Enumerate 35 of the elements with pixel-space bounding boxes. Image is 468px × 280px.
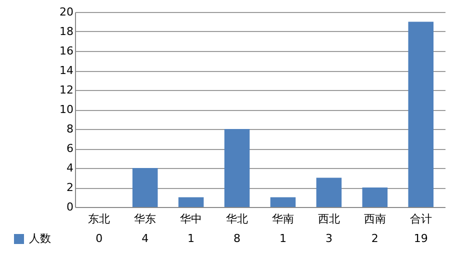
y-tick-label: 8 (66, 122, 74, 136)
data-label: 0 (96, 232, 103, 245)
y-tick-label: 16 (60, 44, 74, 58)
y-tick-label: 12 (60, 84, 74, 96)
data-label: 19 (414, 232, 428, 245)
y-tick-label: 6 (66, 142, 74, 155)
y-tick-label: 14 (60, 64, 74, 77)
x-tick-label: 东北 (88, 212, 110, 226)
data-label: 2 (371, 232, 378, 245)
x-tick-label: 合计 (410, 212, 432, 226)
data-label: 1 (188, 232, 195, 245)
y-tick-label: 20 (60, 6, 74, 18)
x-tick-label: 华北 (226, 212, 248, 226)
data-label: 4 (142, 232, 149, 245)
data-label: 3 (325, 232, 332, 245)
x-tick-label: 西北 (318, 212, 340, 226)
legend-label: 人数 (29, 232, 51, 245)
bar (132, 168, 158, 207)
bar (362, 188, 388, 207)
bar (408, 22, 434, 207)
x-tick-label: 华东 (134, 212, 156, 226)
bar (224, 129, 250, 207)
bar (270, 197, 296, 207)
bar (178, 197, 204, 207)
data-label: 1 (279, 232, 286, 245)
x-tick-label: 华南 (272, 212, 294, 226)
y-tick-label: 2 (66, 181, 74, 194)
bar (316, 178, 342, 207)
y-tick-label: 10 (60, 103, 74, 116)
x-tick-label: 西南 (364, 212, 386, 226)
y-tick-label: 18 (60, 25, 74, 38)
y-tick-label: 0 (66, 200, 74, 214)
data-label: 8 (234, 232, 241, 245)
x-tick-label: 华中 (180, 212, 202, 226)
y-tick-label: 4 (66, 162, 74, 174)
